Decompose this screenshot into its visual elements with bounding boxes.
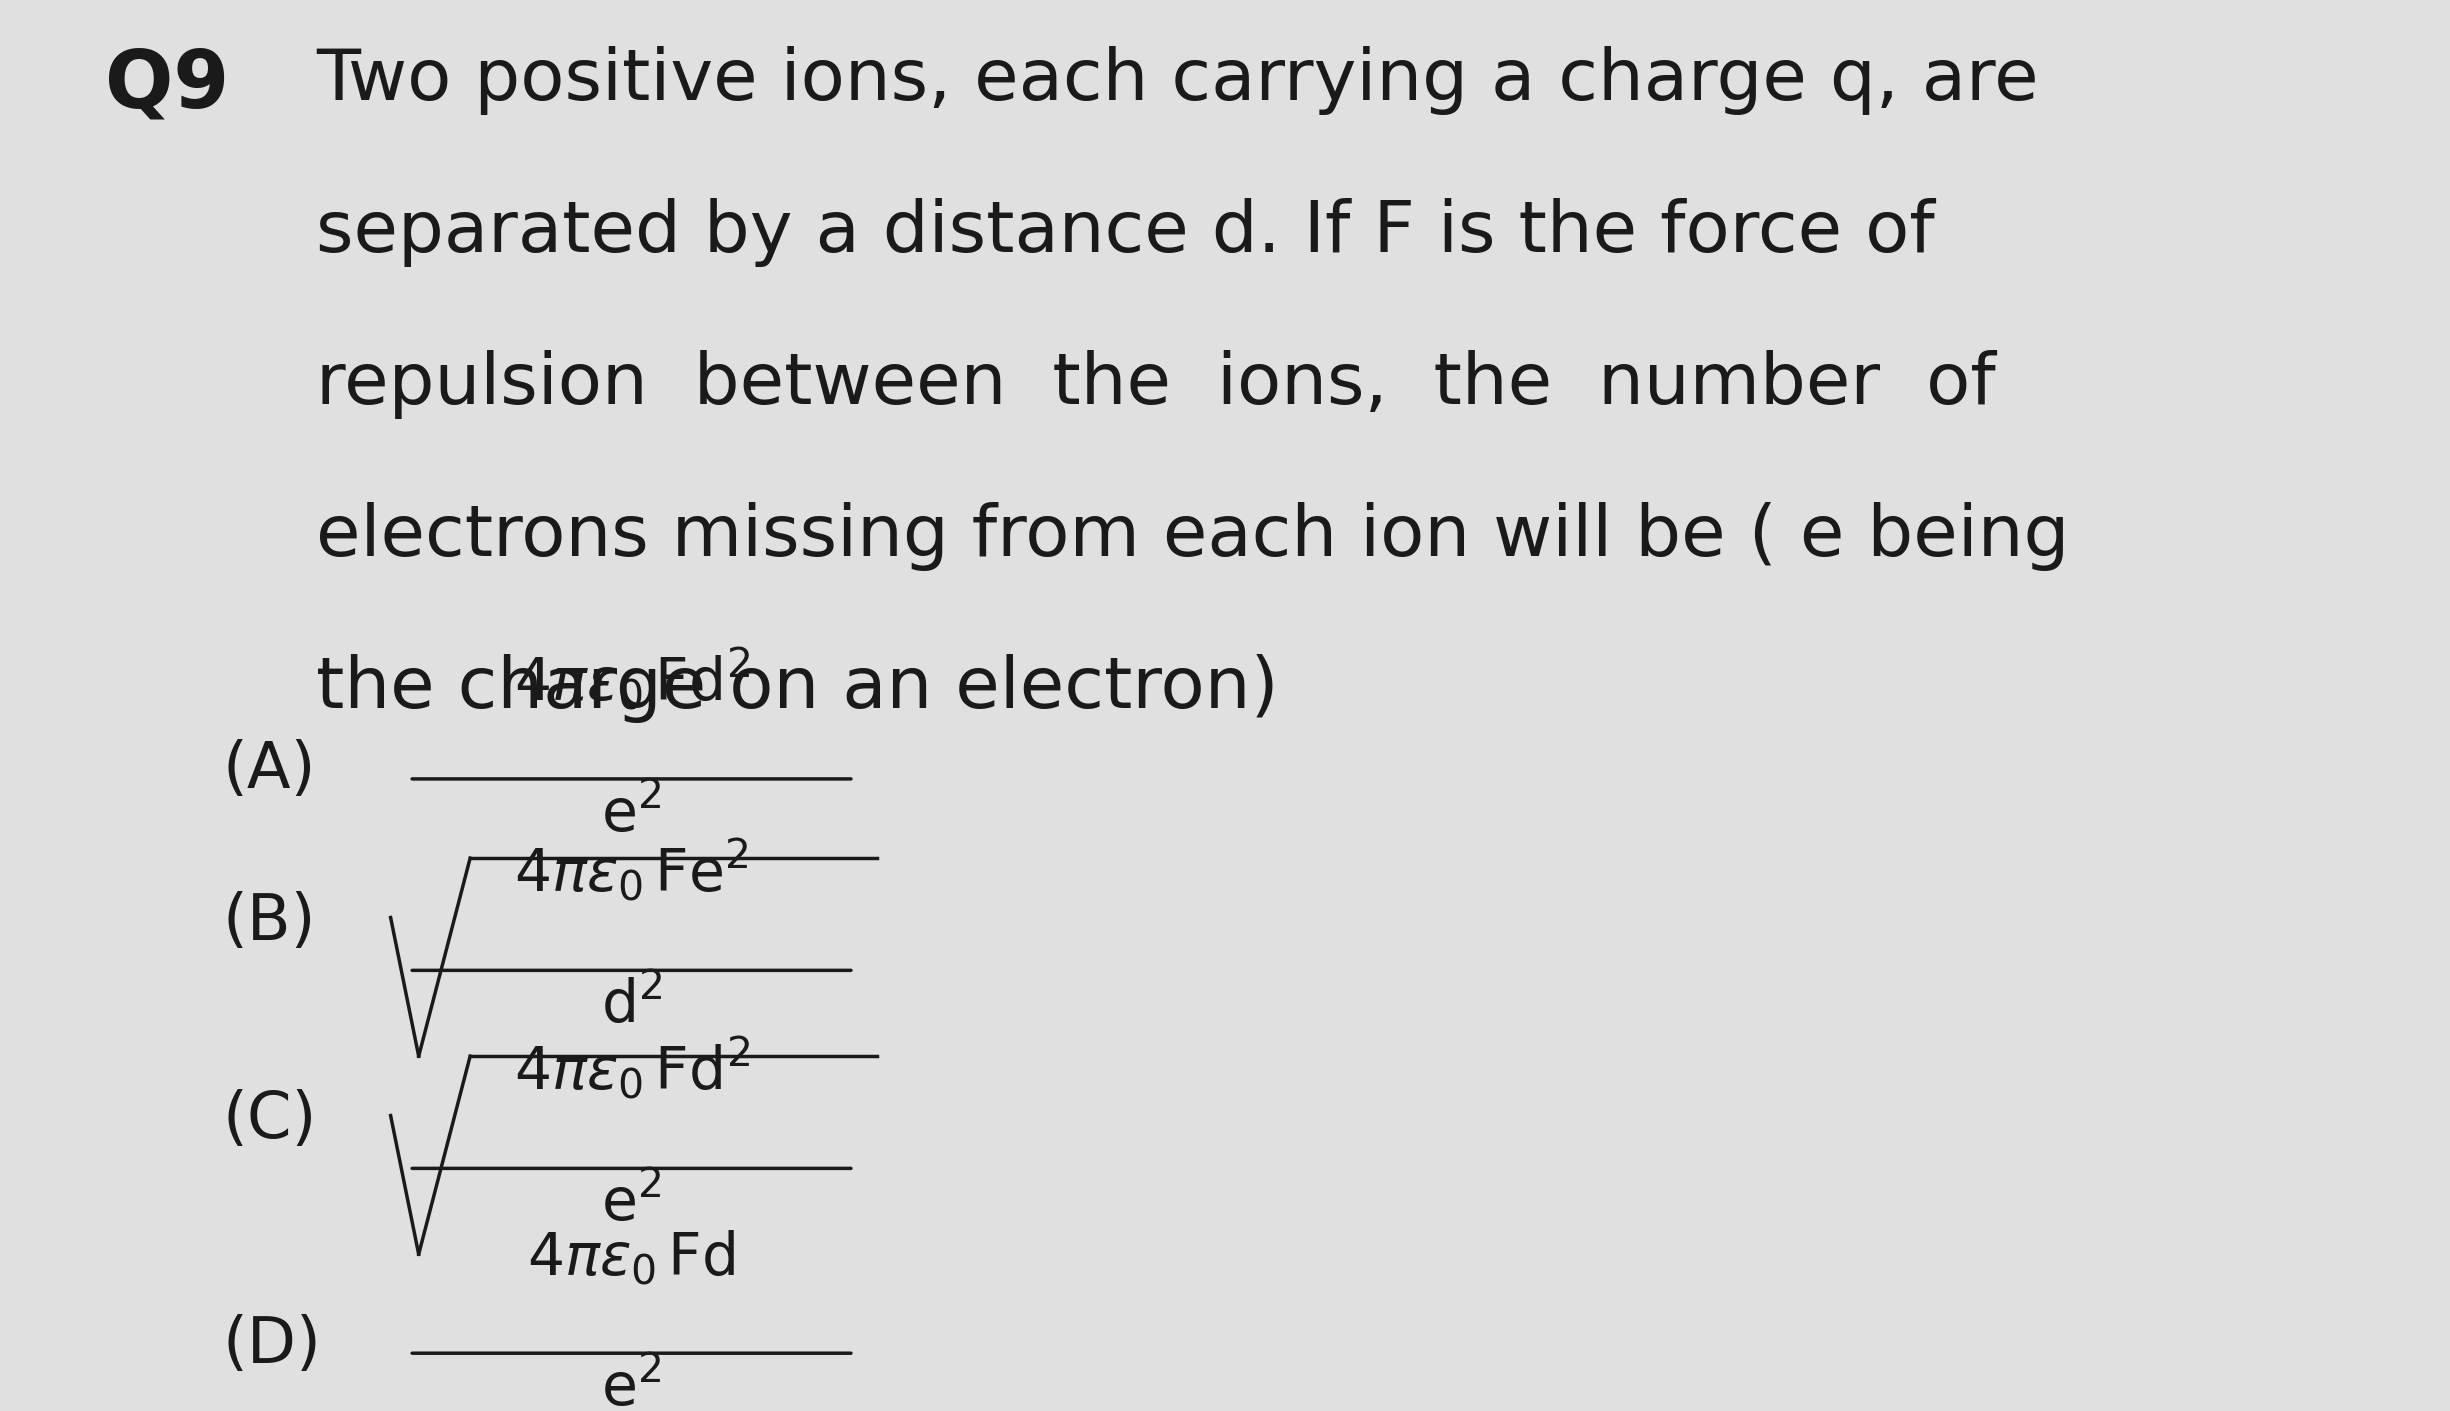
Text: Q9: Q9 (105, 47, 230, 124)
Text: $4\pi\varepsilon_0\, \mathrm{Fd}^2$: $4\pi\varepsilon_0\, \mathrm{Fd}^2$ (514, 1036, 750, 1102)
Text: $\mathrm{d}^2$: $\mathrm{d}^2$ (600, 976, 662, 1036)
Text: (A): (A) (223, 739, 316, 801)
Text: (D): (D) (223, 1314, 321, 1376)
Text: Two positive ions, each carrying a charge q, are: Two positive ions, each carrying a charg… (316, 47, 2038, 116)
Text: $4\pi\varepsilon_0\, \mathrm{Fd}$: $4\pi\varepsilon_0\, \mathrm{Fd}$ (527, 1229, 735, 1287)
Text: $4\pi\varepsilon_0\, \mathrm{Fe}^2$: $4\pi\varepsilon_0\, \mathrm{Fe}^2$ (514, 837, 750, 904)
Text: $\mathrm{e}^2$: $\mathrm{e}^2$ (600, 786, 662, 844)
Text: the charge on an electron): the charge on an electron) (316, 653, 1279, 722)
Text: $\mathrm{e}^2$: $\mathrm{e}^2$ (600, 1360, 662, 1411)
Text: (B): (B) (223, 892, 316, 954)
Text: electrons missing from each ion will be ( e being: electrons missing from each ion will be … (316, 502, 2070, 570)
Text: (C): (C) (223, 1089, 316, 1151)
Text: repulsion  between  the  ions,  the  number  of: repulsion between the ions, the number o… (316, 350, 1994, 419)
Text: $\mathrm{e}^2$: $\mathrm{e}^2$ (600, 1175, 662, 1233)
Text: $4\pi\varepsilon_0\, \mathrm{Fd}^2$: $4\pi\varepsilon_0\, \mathrm{Fd}^2$ (514, 646, 750, 713)
Text: separated by a distance d. If F is the force of: separated by a distance d. If F is the f… (316, 198, 1936, 267)
